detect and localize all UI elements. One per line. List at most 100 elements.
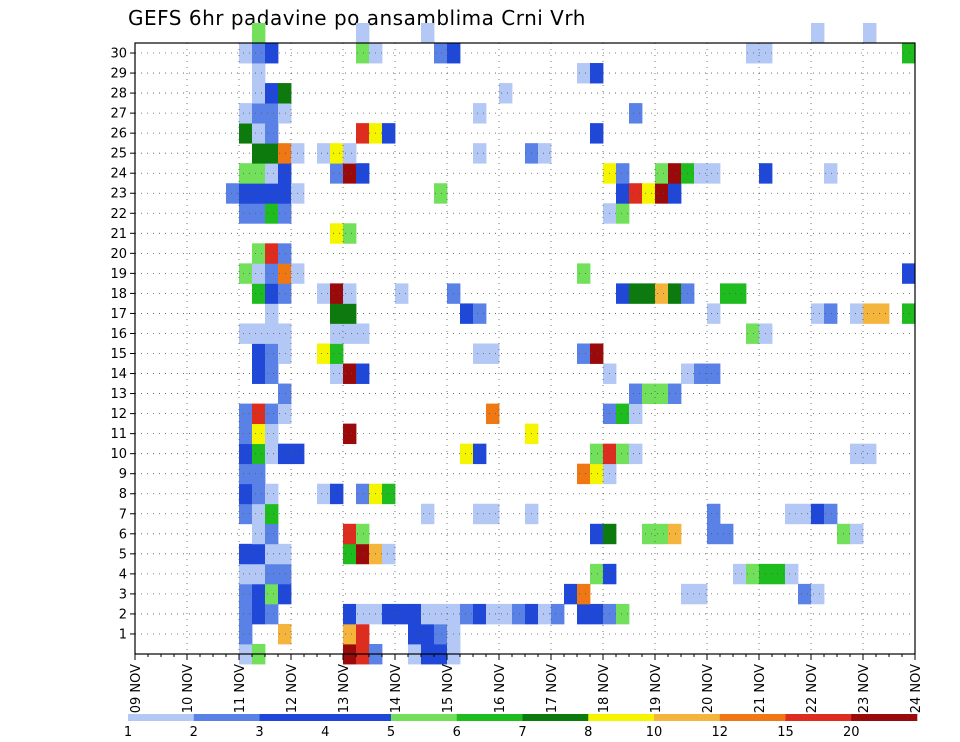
heatmap-cell — [343, 143, 357, 164]
heatmap-cell — [590, 123, 604, 144]
heatmap-cell — [239, 103, 253, 124]
heatmap-cell — [239, 483, 253, 505]
heatmap-cell — [252, 263, 266, 284]
heatmap-cell — [668, 183, 682, 204]
heatmap-cell — [252, 63, 266, 84]
legend-label: 5 — [387, 725, 395, 740]
legend: 1 2 3 4 5 6 7 8 10 12 15 20 — [124, 714, 918, 740]
y-tick-label: 12 — [110, 407, 127, 422]
heatmap-cell — [252, 143, 266, 164]
legend-swatch — [719, 714, 786, 721]
heatmap-cell — [278, 443, 292, 465]
heatmap-cell — [278, 103, 292, 124]
heatmap-cell — [356, 363, 370, 384]
heatmap-cell — [668, 523, 682, 545]
heatmap-cell — [421, 503, 435, 525]
heatmap-cell — [577, 583, 591, 605]
legend-label: 2 — [190, 725, 198, 740]
y-tick-label: 29 — [110, 67, 127, 82]
heatmap-cell — [473, 143, 487, 164]
heatmap-cell — [265, 303, 279, 324]
heatmap-cell — [343, 283, 357, 304]
heatmap-cell — [356, 22, 370, 44]
y-tick-label: 25 — [110, 147, 127, 162]
heatmap-cell — [785, 503, 799, 525]
heatmap-cell — [590, 563, 604, 585]
legend-label: 8 — [584, 725, 592, 740]
y-tick-label: 14 — [110, 367, 127, 382]
heatmap-cell — [746, 43, 760, 64]
heatmap-cell — [382, 543, 396, 565]
heatmap-cell — [252, 203, 266, 224]
heatmap-cell — [265, 563, 279, 585]
y-tick-label: 20 — [110, 247, 127, 262]
heatmap-cell — [343, 543, 357, 565]
heatmap-cell — [486, 503, 500, 525]
heatmap-cell — [252, 363, 266, 384]
heatmap-cell — [486, 403, 500, 425]
heatmap-cell — [720, 523, 734, 545]
heatmap-cell — [252, 163, 266, 184]
heatmap-cell — [239, 123, 253, 144]
heatmap-cell — [863, 443, 877, 465]
heatmap-cell — [863, 22, 877, 44]
heatmap-cell — [629, 403, 643, 425]
y-tick-label: 7 — [119, 507, 127, 522]
heatmap-cell — [252, 22, 266, 44]
heatmap-cell — [590, 463, 604, 485]
heatmap-cell — [798, 583, 812, 605]
heatmap-cell — [434, 43, 448, 64]
heatmap-cell — [252, 323, 266, 344]
heatmap-cell — [278, 143, 292, 164]
heatmap-cell — [265, 583, 279, 605]
heatmap-cell — [265, 263, 279, 284]
heatmap-cell — [811, 583, 825, 605]
legend-swatch — [456, 714, 523, 721]
heatmap-cell — [590, 603, 604, 625]
heatmap-cell — [278, 343, 292, 364]
heatmap-cell — [252, 503, 266, 525]
y-tick-label: 2 — [119, 607, 127, 622]
heatmap-cell — [668, 283, 682, 304]
x-tick-label: 24 NOV — [909, 664, 924, 713]
heatmap-cell — [473, 503, 487, 525]
heatmap-cell — [265, 243, 279, 264]
x-tick-label: 13 NOV — [337, 664, 352, 713]
legend-label: 4 — [321, 725, 329, 740]
heatmap-cell — [252, 403, 266, 425]
y-tick-label: 11 — [110, 427, 127, 442]
heatmap-cell — [330, 143, 344, 164]
heatmap-cell — [317, 283, 331, 304]
heatmap-cell — [330, 343, 344, 364]
y-tick-label: 5 — [119, 547, 127, 562]
heatmap-cell — [902, 303, 916, 324]
x-tick-label: 10 NOV — [181, 664, 196, 713]
legend-label: 20 — [843, 725, 860, 740]
heatmap-cell — [343, 303, 357, 324]
heatmap-cell — [278, 203, 292, 224]
cells-layer — [226, 22, 916, 665]
y-tick-label: 26 — [110, 127, 127, 142]
heatmap-cell — [694, 163, 708, 184]
heatmap-cell — [252, 603, 266, 625]
heatmap-cell — [330, 163, 344, 184]
heatmap-cell — [733, 283, 747, 304]
x-tick-label: 15 NOV — [441, 664, 456, 713]
heatmap-cell — [616, 443, 630, 465]
x-tick-label: 22 NOV — [805, 664, 820, 713]
heatmap-cell — [902, 263, 916, 284]
heatmap-cell — [317, 483, 331, 505]
heatmap-cell — [512, 603, 526, 625]
y-tick-label: 13 — [110, 387, 127, 402]
heatmap-cell — [408, 603, 422, 625]
heatmap-cell — [421, 603, 435, 625]
grid-layer — [135, 43, 916, 654]
legend-swatch — [128, 714, 195, 721]
heatmap-cell — [356, 483, 370, 505]
heatmap-cell — [265, 163, 279, 184]
heatmap-cell — [330, 283, 344, 304]
heatmap-cell — [824, 303, 838, 324]
heatmap-cell — [577, 343, 591, 364]
x-tick-label: 16 NOV — [493, 664, 508, 713]
